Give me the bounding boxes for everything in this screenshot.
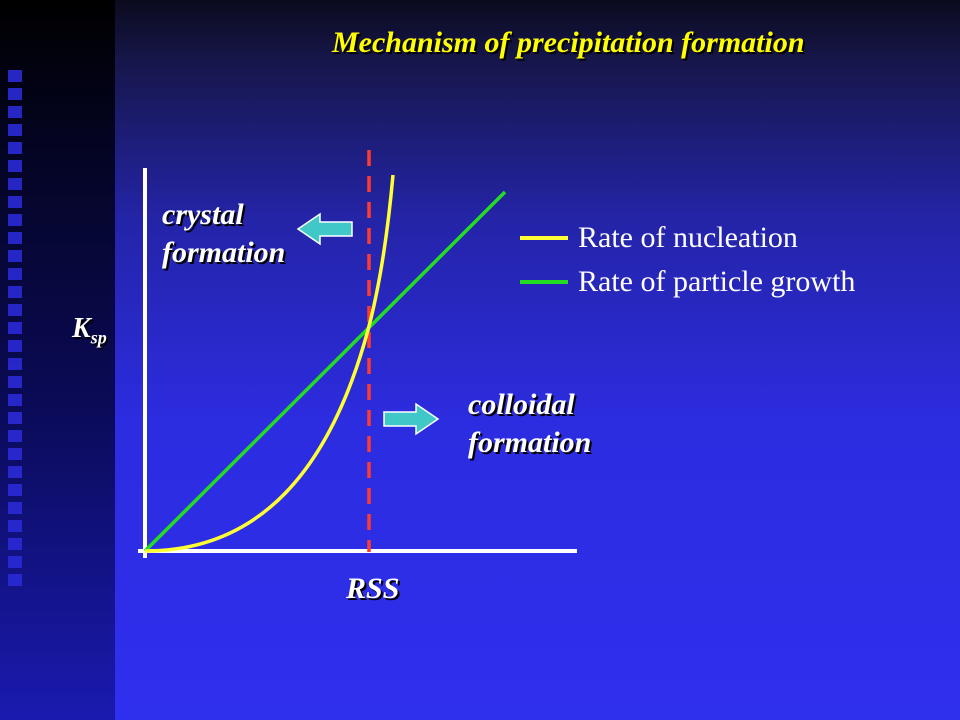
decorative-square bbox=[8, 376, 22, 388]
decorative-square bbox=[8, 556, 22, 568]
decorative-square bbox=[8, 448, 22, 460]
decorative-square bbox=[8, 70, 22, 82]
decorative-square bbox=[8, 232, 22, 244]
crystal-text: crystal bbox=[162, 198, 244, 231]
slide-title: Mechanism of precipitation formation bbox=[332, 26, 805, 59]
decorative-square bbox=[8, 286, 22, 298]
decorative-square bbox=[8, 142, 22, 154]
decorative-square bbox=[8, 250, 22, 262]
legend-item-growth: Rate of particle growth bbox=[520, 260, 855, 304]
y-axis-label-ksp: Ksp bbox=[72, 313, 107, 349]
legend-swatch-nucleation bbox=[520, 236, 568, 240]
decorative-squares bbox=[8, 70, 24, 586]
legend-label-nucleation: Rate of nucleation bbox=[578, 221, 798, 254]
decorative-square bbox=[8, 304, 22, 316]
colloidal-formation-text: formation bbox=[468, 426, 592, 459]
decorative-square bbox=[8, 160, 22, 172]
decorative-square bbox=[8, 412, 22, 424]
decorative-square bbox=[8, 322, 22, 334]
x-axis-label-rss: RSS bbox=[346, 572, 400, 605]
right-arrow-icon bbox=[383, 402, 440, 436]
colloidal-text: colloidal bbox=[468, 388, 575, 421]
legend-item-nucleation: Rate of nucleation bbox=[520, 216, 855, 260]
ksp-subscript: sp bbox=[90, 327, 107, 348]
decorative-square bbox=[8, 88, 22, 100]
growth-rate-line bbox=[143, 190, 507, 553]
decorative-square bbox=[8, 520, 22, 532]
decorative-square bbox=[8, 340, 22, 352]
legend-swatch-growth bbox=[520, 280, 568, 284]
decorative-square bbox=[8, 214, 22, 226]
ksp-main: K bbox=[72, 313, 91, 344]
colloidal-formation-label: colloidal formation bbox=[468, 386, 591, 462]
decorative-square bbox=[8, 358, 22, 370]
left-arrow-icon bbox=[296, 212, 353, 246]
left-decoration-strip bbox=[0, 0, 115, 720]
decorative-square bbox=[8, 484, 22, 496]
decorative-square bbox=[8, 502, 22, 514]
decorative-square bbox=[8, 394, 22, 406]
decorative-square bbox=[8, 106, 22, 118]
decorative-square bbox=[8, 574, 22, 586]
crystal-formation-label: crystal formation bbox=[162, 196, 285, 272]
decorative-square bbox=[8, 178, 22, 190]
decorative-square bbox=[8, 466, 22, 478]
nucleation-rate-curve bbox=[144, 174, 395, 553]
legend-label-growth: Rate of particle growth bbox=[578, 265, 856, 298]
decorative-square bbox=[8, 196, 22, 208]
decorative-square bbox=[8, 124, 22, 136]
decorative-square bbox=[8, 268, 22, 280]
decorative-square bbox=[8, 538, 22, 550]
crystal-formation-text: formation bbox=[162, 236, 286, 269]
decorative-square bbox=[8, 430, 22, 442]
chart-legend: Rate of nucleation Rate of particle grow… bbox=[520, 216, 855, 304]
